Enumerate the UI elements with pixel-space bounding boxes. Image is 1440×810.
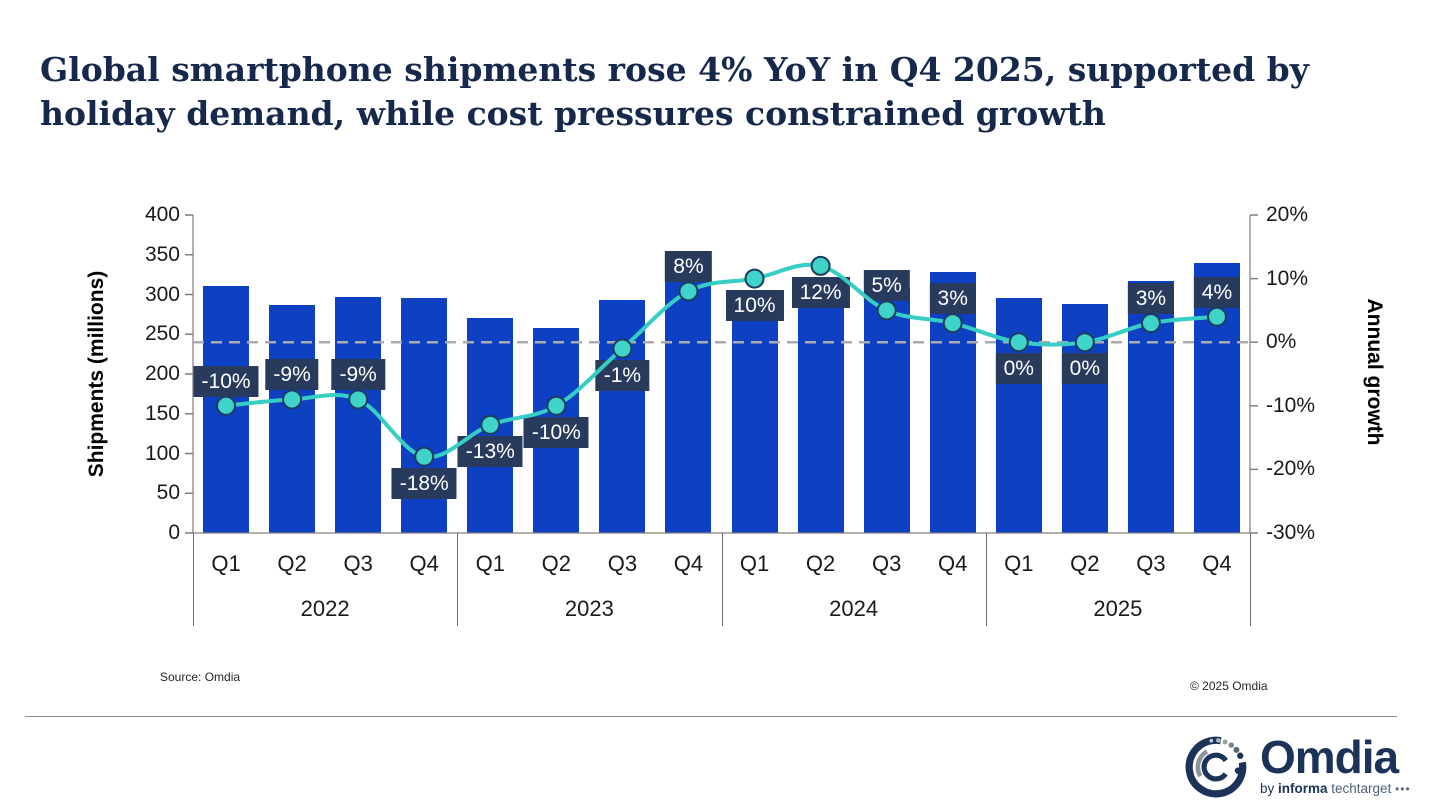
- year-label: 2025: [1093, 596, 1143, 621]
- left-axis-title: Shipments (millions): [85, 270, 108, 478]
- growth-label: 3%: [1127, 283, 1175, 315]
- growth-marker: [744, 268, 765, 289]
- byline-dots: •••: [1395, 782, 1411, 796]
- quarter-label: Q1: [475, 551, 505, 576]
- omdia-wordmark: Omdia: [1260, 731, 1399, 783]
- right-axis-tick-label: -10%: [1266, 393, 1316, 417]
- year-separator: [985, 533, 987, 626]
- chart-title-line2: holiday demand, while cost pressures con…: [40, 93, 1106, 133]
- left-axis-tick-label: 100: [144, 441, 180, 465]
- quarter-label: Q2: [541, 551, 572, 576]
- quarter-label: Q4: [673, 551, 704, 576]
- chart-title: Global smartphone shipments rose 4% YoY …: [40, 48, 1410, 135]
- shipments-bar: [269, 304, 316, 533]
- byline-prefix: by: [1260, 781, 1279, 796]
- quarter-label: Q2: [1070, 551, 1100, 576]
- shipments-bar: [1127, 280, 1174, 533]
- omdia-logo-text: Omdia by informa techtarget •••: [1260, 734, 1411, 796]
- growth-label: -10%: [523, 416, 589, 448]
- quarter-label: Q2: [805, 551, 836, 576]
- chart-title-line1: Global smartphone shipments rose 4% YoY …: [40, 50, 1309, 89]
- shipments-bar: [1061, 304, 1108, 533]
- quarter-label: Q4: [409, 551, 439, 576]
- year-separator: [457, 533, 459, 626]
- quarter-label: Q3: [343, 551, 373, 576]
- growth-label: 3%: [929, 283, 976, 315]
- quarter-label: Q4: [1202, 551, 1232, 576]
- right-axis-title: Annual growth: [1363, 298, 1386, 446]
- growth-label: -9%: [265, 359, 319, 391]
- quarter-label: Q4: [938, 551, 968, 576]
- right-axis-tick-label: -30%: [1266, 521, 1316, 544]
- growth-label: 0%: [1061, 353, 1109, 385]
- right-axis-tick-label: 0%: [1266, 330, 1297, 354]
- shipments-bar: [665, 278, 712, 533]
- year-label: 2022: [300, 596, 350, 621]
- quarter-label: Q3: [607, 551, 638, 576]
- shipments-bar: [467, 318, 514, 533]
- right-axis-tick-label: 10%: [1266, 266, 1309, 290]
- left-axis-tick-label: 0: [168, 521, 180, 544]
- year-separator: [721, 533, 723, 626]
- growth-label: 5%: [863, 270, 910, 302]
- growth-label: 10%: [725, 289, 784, 321]
- growth-label: -1%: [595, 359, 650, 391]
- year-label: 2024: [829, 596, 879, 621]
- left-axis-tick-label: 150: [144, 401, 180, 425]
- shipments-bar: [797, 303, 844, 533]
- quarter-label: Q1: [211, 551, 241, 576]
- quarter-label: Q1: [739, 551, 770, 576]
- left-axis-tick-label: 250: [144, 322, 180, 346]
- year-separator: [1250, 533, 1251, 626]
- growth-label: -9%: [331, 359, 385, 391]
- left-axis-tick-label: 300: [144, 282, 180, 306]
- byline-techtarget: techtarget: [1327, 781, 1396, 796]
- growth-label: -10%: [193, 365, 259, 397]
- omdia-logo: Omdia by informa techtarget •••: [1184, 730, 1411, 800]
- shipments-bar: [203, 285, 250, 533]
- omdia-logo-icon: [1185, 736, 1247, 798]
- left-axis-tick-label: 400: [144, 203, 180, 226]
- shipments-bar: [731, 296, 778, 533]
- source-note: Source: Omdia: [160, 670, 241, 684]
- quarter-label: Q1: [1004, 551, 1034, 576]
- left-axis-tick-label: 350: [144, 242, 180, 266]
- year-separator: [193, 533, 194, 626]
- growth-label: -18%: [391, 467, 457, 499]
- shipments-bar: [863, 288, 910, 533]
- right-axis-tick-label: -20%: [1266, 457, 1316, 481]
- growth-label: 0%: [995, 353, 1042, 385]
- shipments-bar: [335, 296, 382, 533]
- growth-label: -13%: [457, 435, 523, 467]
- quarter-label: Q3: [871, 551, 902, 576]
- byline-informa: informa: [1278, 781, 1328, 796]
- quarter-label: Q3: [1136, 551, 1166, 576]
- growth-marker: [810, 255, 831, 276]
- left-axis-tick-label: 200: [144, 362, 180, 385]
- right-axis-tick-label: 20%: [1266, 203, 1309, 226]
- quarter-label: Q2: [277, 551, 307, 576]
- shipments-bar: [599, 300, 646, 533]
- growth-label: 4%: [1193, 276, 1241, 308]
- growth-label: 8%: [665, 251, 712, 283]
- growth-label: 12%: [791, 276, 850, 308]
- omdia-byline: by informa techtarget •••: [1260, 781, 1411, 796]
- year-label: 2023: [564, 596, 614, 621]
- shipments-bar: [995, 297, 1042, 533]
- left-axis-tick-label: 50: [156, 481, 180, 505]
- footer-divider: [25, 716, 1397, 717]
- copyright-note: © 2025 Omdia: [1190, 679, 1268, 693]
